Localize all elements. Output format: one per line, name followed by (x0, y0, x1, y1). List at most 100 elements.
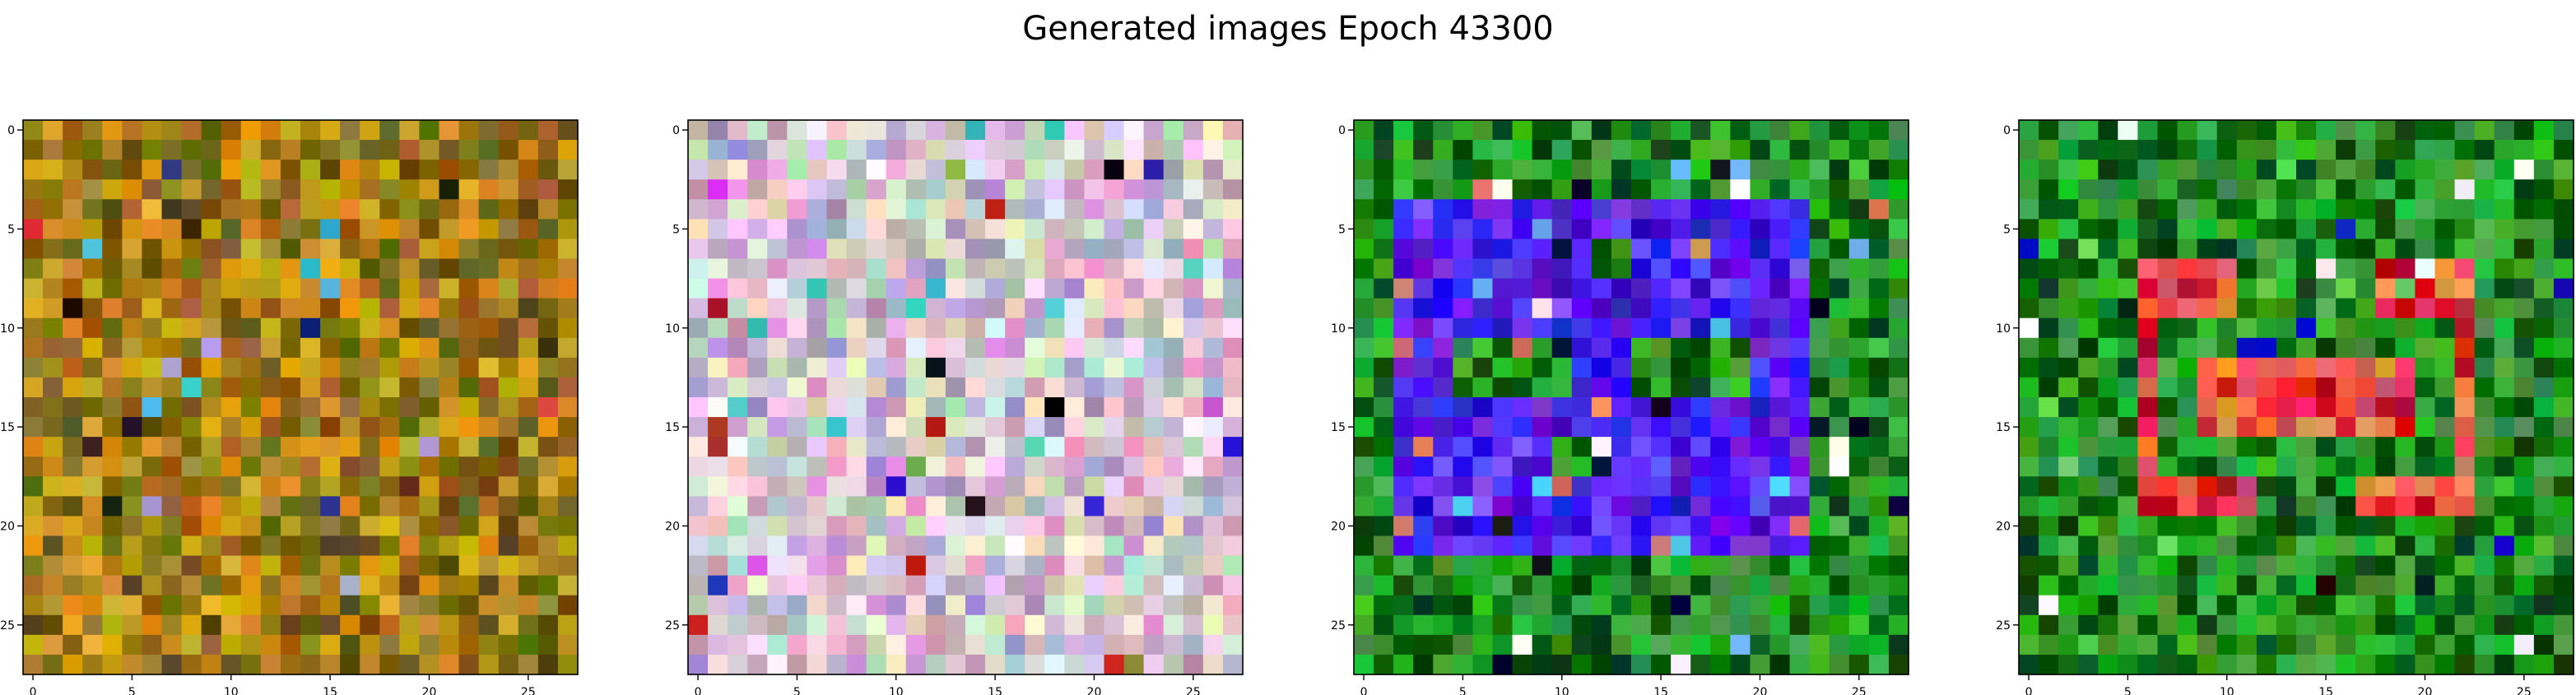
pixel-cell (280, 357, 301, 378)
pixel-cell (102, 298, 123, 319)
pixel-cell (360, 634, 380, 656)
pixel-cell (2276, 614, 2297, 636)
pixel-cell (1611, 456, 1632, 477)
pixel-cell (23, 614, 44, 636)
pixel-cell (2019, 219, 2039, 240)
pixel-cell (2058, 160, 2079, 180)
pixel-cell (557, 317, 579, 339)
pixel-cell (2355, 317, 2376, 339)
pixel-cell (1591, 219, 1612, 240)
pixel-cell (1005, 437, 1025, 457)
pixel-cell (82, 140, 103, 160)
pixel-cell (2098, 496, 2118, 517)
pixel-cell (2039, 595, 2059, 616)
pixel-cell (478, 614, 500, 636)
pixel-cell (965, 654, 986, 675)
pixel-cell (1769, 199, 1791, 220)
pixel-cell (2216, 377, 2238, 398)
pixel-cell (886, 120, 907, 141)
pixel-cell (2355, 654, 2376, 675)
pixel-cell (2296, 437, 2317, 457)
pixel-cell (1453, 496, 1474, 517)
pixel-cell (43, 535, 63, 557)
pixel-cell (728, 239, 748, 260)
pixel-cell (2474, 595, 2495, 616)
pixel-cell (1651, 377, 1672, 398)
pixel-cell (181, 357, 202, 378)
pixel-cell (2078, 614, 2099, 636)
pixel-cell (2494, 298, 2515, 319)
pixel-cell (2216, 258, 2238, 280)
pixel-cell (280, 595, 301, 616)
pixel-cell (439, 456, 460, 477)
pixel-cell (1374, 417, 1394, 438)
pixel-cell (142, 298, 163, 319)
pixel-cell (945, 278, 966, 299)
pixel-cell (2157, 337, 2178, 359)
pixel-cell (1413, 199, 1434, 220)
pixel-cell (2336, 476, 2356, 497)
pixel-cell (1104, 160, 1125, 180)
pixel-cell (747, 535, 768, 557)
pixel-cell (1413, 278, 1434, 299)
pixel-cell (1551, 614, 1573, 636)
pixel-cell (439, 317, 460, 339)
pixel-cell (1453, 516, 1474, 537)
pixel-cell (142, 555, 163, 577)
pixel-cell (1183, 179, 1204, 200)
pixel-cell (1512, 397, 1533, 418)
pixel-cell (747, 298, 768, 319)
pixel-cell (1789, 140, 1811, 160)
pixel-cell (728, 575, 748, 596)
pixel-cell (826, 160, 848, 180)
pixel-cell (122, 357, 143, 378)
pixel-cell (1374, 575, 1394, 596)
pixel-cell (1183, 219, 1204, 240)
pixel-cell (1472, 456, 1494, 477)
pixel-cell (1631, 258, 1652, 280)
pixel-cell (2355, 160, 2376, 180)
pixel-cell (439, 278, 460, 299)
pixel-cell (1591, 397, 1612, 418)
pixel-cell (1888, 357, 1909, 378)
pixel-cell (2415, 377, 2436, 398)
pixel-cell (1730, 140, 1751, 160)
pixel-cell (2494, 555, 2515, 577)
pixel-cell (945, 654, 966, 675)
pixel-cell (360, 397, 380, 418)
pixel-cell (2553, 535, 2574, 557)
pixel-cell (1492, 555, 1514, 577)
pixel-cell (1651, 120, 1672, 141)
pixel-cell (2454, 317, 2476, 339)
pixel-cell (260, 317, 281, 339)
pixel-cell (399, 298, 421, 319)
pixel-cell (2336, 219, 2356, 240)
pixel-cell (1222, 595, 1244, 616)
pixel-cell (2137, 654, 2159, 675)
pixel-cell (1163, 417, 1184, 438)
pixel-cell (1123, 535, 1145, 557)
pixel-cell (747, 397, 768, 418)
pixel-cell (102, 278, 123, 299)
pixel-cell (1651, 199, 1672, 220)
pixel-cell (458, 595, 480, 616)
pixel-cell (1571, 337, 1593, 359)
pixel-cell (905, 377, 927, 398)
pixel-cell (1532, 298, 1553, 319)
pixel-cell (1710, 357, 1731, 378)
pixel-cell (2395, 179, 2416, 200)
pixel-cell (82, 496, 103, 517)
pixel-cell (985, 199, 1006, 220)
pixel-cell (2336, 614, 2356, 636)
pixel-cell (1413, 417, 1434, 438)
pixel-cell (161, 258, 183, 280)
pixel-cell (1413, 337, 1434, 359)
pixel-cell (2276, 120, 2297, 141)
pixel-cell (925, 357, 946, 378)
pixel-cell (537, 298, 559, 319)
pixel-cell (1005, 456, 1025, 477)
pixel-cell (1492, 140, 1514, 160)
pixel-cell (201, 575, 222, 596)
pixel-cell (2316, 120, 2337, 141)
pixel-cell (2098, 614, 2118, 636)
